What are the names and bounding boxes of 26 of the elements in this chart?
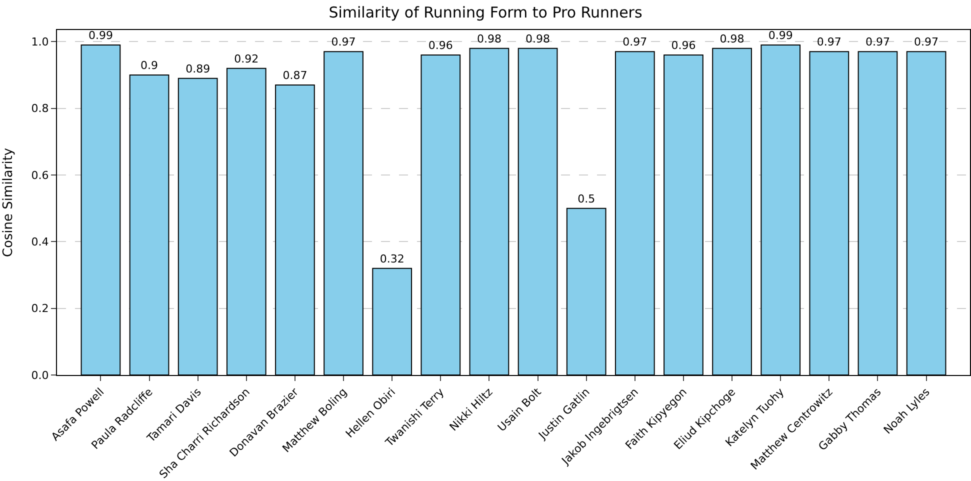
y-tick-label: 0.0 — [31, 368, 49, 382]
data-label: 0.87 — [282, 69, 308, 82]
data-label: 0.5 — [578, 192, 596, 206]
data-label: 0.97 — [331, 36, 356, 49]
data-label: 0.98 — [476, 32, 502, 46]
y-tick-label: 0.6 — [31, 168, 49, 182]
data-label: 0.96 — [671, 39, 696, 52]
data-label: 0.98 — [720, 32, 744, 46]
chart-title: Similarity of Running Form to Pro Runners — [328, 4, 642, 22]
data-label: 0.99 — [768, 29, 793, 42]
data-label: 0.97 — [622, 36, 648, 49]
data-label: 0.89 — [186, 62, 210, 76]
data-label: 0.98 — [526, 32, 550, 46]
data-label: 0.97 — [914, 36, 939, 49]
data-label: 0.97 — [816, 36, 842, 49]
data-label: 0.92 — [234, 52, 259, 66]
data-label: 0.99 — [88, 29, 113, 42]
data-label: 0.96 — [428, 39, 453, 52]
data-label: 0.97 — [865, 36, 890, 49]
y-axis-title: Cosine Similarity — [1, 148, 16, 258]
y-tick-label: 0.8 — [31, 102, 49, 116]
data-label: 0.32 — [380, 252, 404, 266]
y-tick-label: 0.2 — [31, 302, 49, 316]
y-tick-label: 0.4 — [31, 236, 49, 249]
data-label: 0.9 — [140, 59, 158, 72]
y-tick-label: 1.0 — [31, 36, 49, 49]
